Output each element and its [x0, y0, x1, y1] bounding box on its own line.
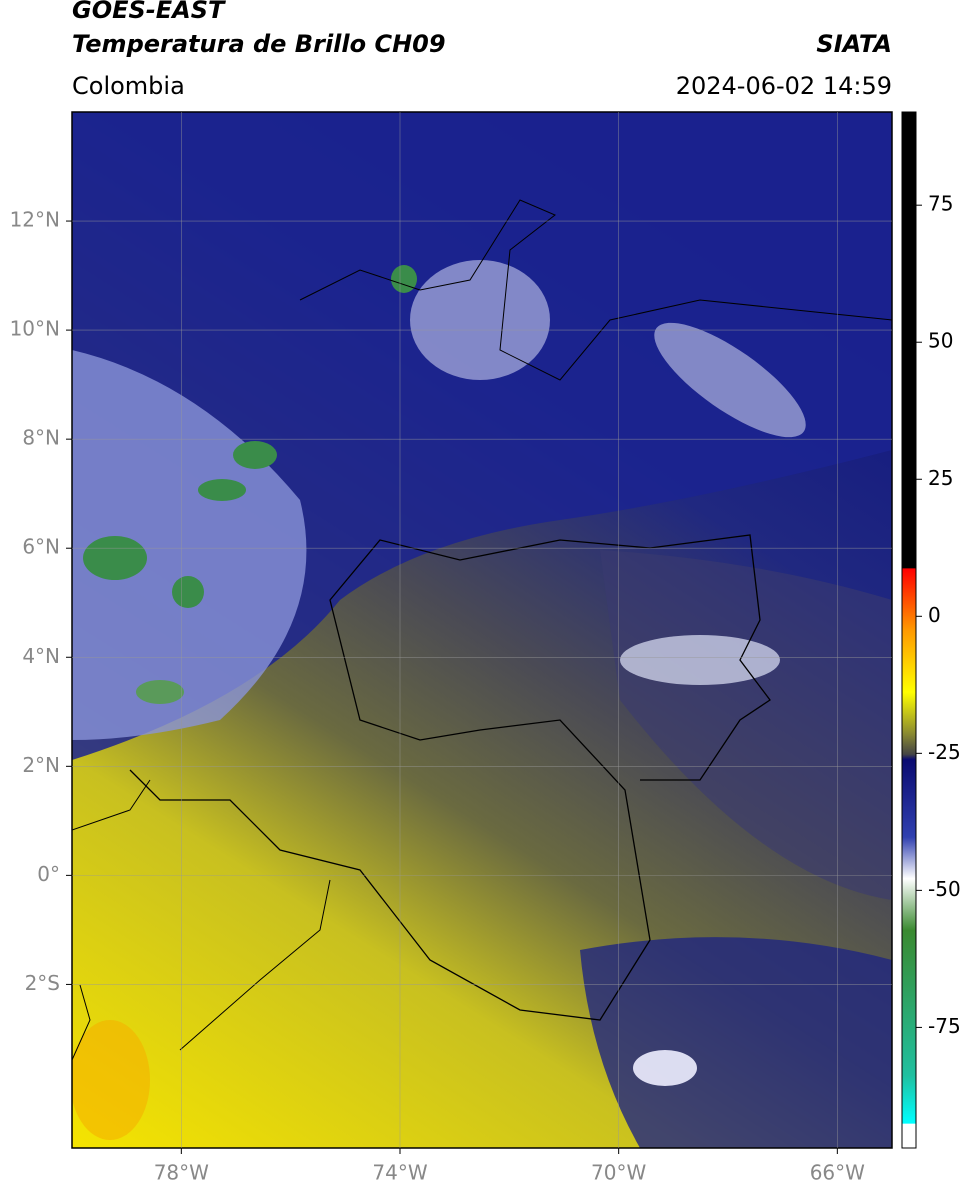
y-tick-label: 10°N — [10, 317, 60, 341]
source: SIATA — [816, 30, 892, 58]
y-tick-label: 2°N — [22, 753, 60, 777]
colorbar — [901, 111, 917, 1149]
y-tick-label: 4°N — [22, 644, 60, 668]
x-tick-label: 74°W — [372, 1161, 427, 1185]
x-tick-label: 66°W — [810, 1161, 865, 1185]
x-tick-label: 78°W — [154, 1161, 209, 1185]
colorbar-tick-label: 0 — [928, 603, 941, 627]
colorbar-tick-label: -25 — [928, 740, 961, 764]
colorbar-tick-label: 25 — [928, 466, 953, 490]
y-tick-label: 0° — [37, 862, 60, 886]
y-tick-label: 2°S — [25, 971, 60, 995]
subtitle: Temperatura de Brillo CH09 — [72, 30, 446, 58]
colorbar-tick-label: 50 — [928, 329, 953, 353]
y-tick-label: 8°N — [22, 426, 60, 450]
y-tick-label: 6°N — [22, 535, 60, 559]
x-tick-label: 70°W — [591, 1161, 646, 1185]
title: GOES-EAST — [72, 0, 225, 24]
satellite-image — [72, 112, 892, 1148]
y-tick-label: 12°N — [10, 208, 60, 232]
colorbar-tick-label: -75 — [928, 1014, 961, 1038]
region: Colombia — [72, 72, 185, 100]
colorbar-tick-label: -50 — [928, 877, 961, 901]
map-frame — [71, 111, 893, 1149]
colorbar-tick-label: 75 — [928, 192, 953, 216]
datetime: 2024-06-02 14:59 — [675, 72, 892, 100]
